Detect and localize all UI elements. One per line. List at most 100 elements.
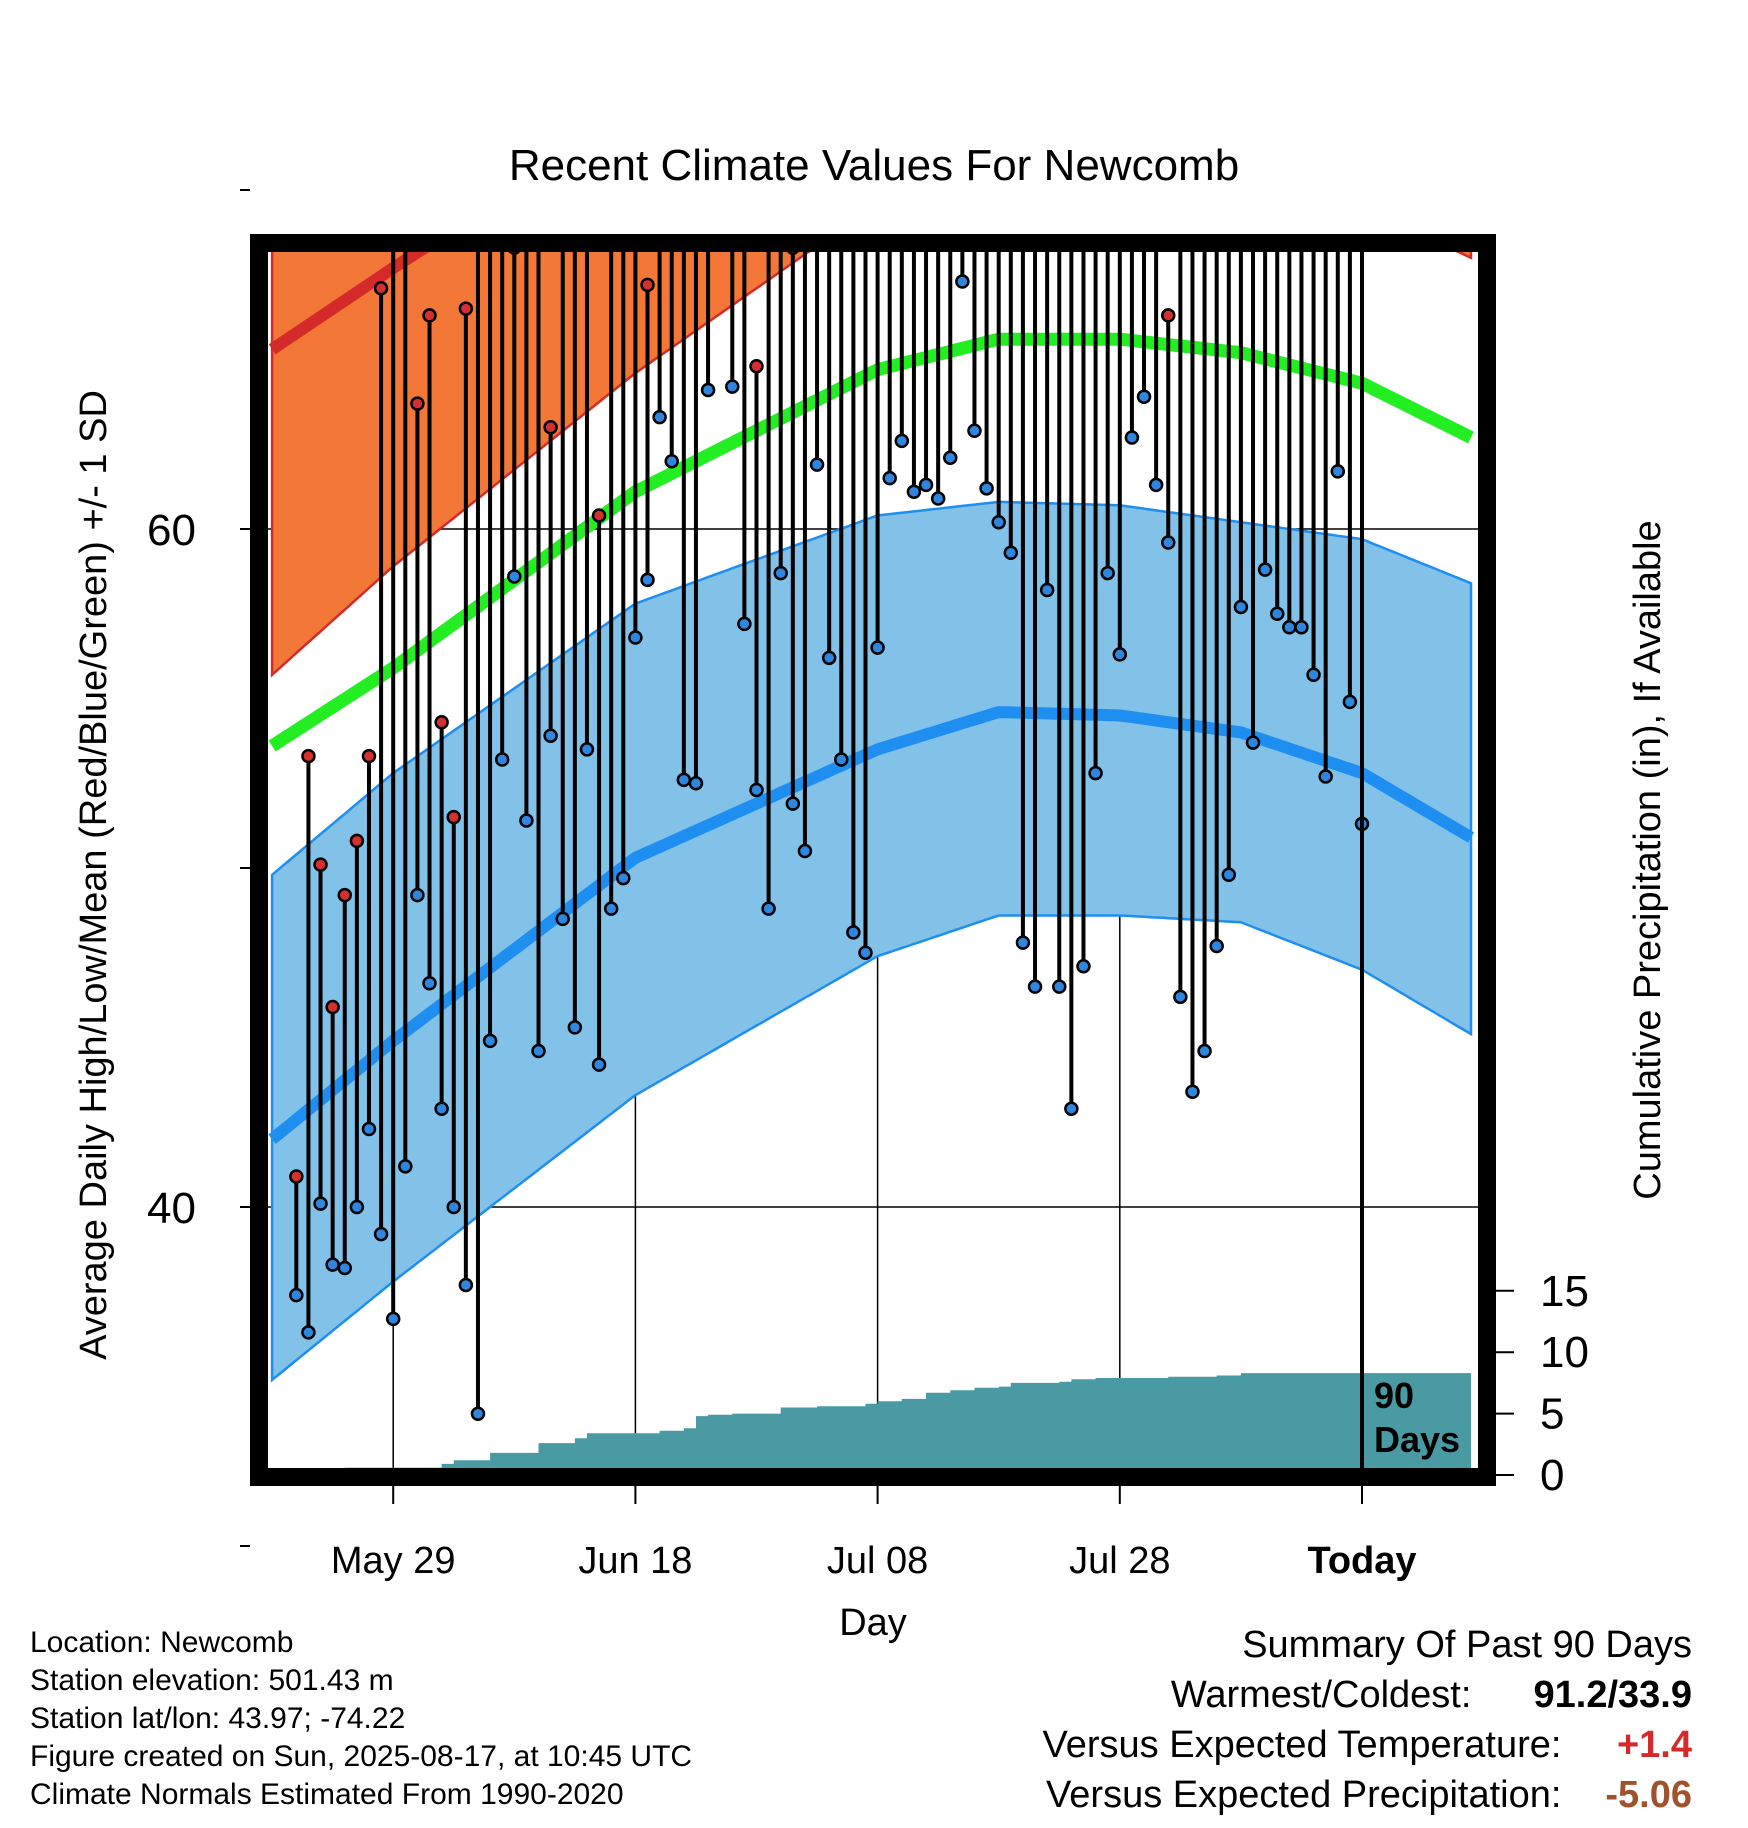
daily-low-point	[1160, 535, 1176, 550]
y-tick-label: 40	[147, 1184, 196, 1233]
daily-high-point	[313, 857, 328, 872]
daily-low-point	[410, 887, 425, 903]
daily-low-point	[385, 1311, 401, 1327]
daily-low-point	[1221, 867, 1237, 883]
daily-low-point	[894, 433, 910, 449]
daily-low-point	[519, 813, 534, 828]
temp-value: +1.4	[1616, 1724, 1692, 1766]
daily-low-point	[846, 925, 861, 940]
daily-low-point	[349, 1199, 365, 1215]
daily-low-point	[967, 423, 982, 438]
daily-low-point	[737, 616, 752, 632]
daily-low-point	[809, 457, 825, 472]
daily-low-point	[543, 728, 558, 744]
daily-high-point	[361, 748, 377, 764]
daily-low-point	[1342, 694, 1358, 710]
x-tick-label: Jul 08	[827, 1540, 928, 1582]
daily-high-point	[301, 748, 316, 764]
daily-high-point	[1029, 82, 1041, 94]
daily-low-point	[458, 1277, 474, 1293]
daily-low-point	[603, 901, 619, 916]
daily-high-point	[581, 72, 593, 84]
daily-low-point	[882, 470, 897, 486]
daily-low-point	[1173, 989, 1188, 1005]
daily-high-point	[289, 1169, 304, 1184]
daily-low-point	[422, 976, 437, 991]
daily-low-point	[470, 1406, 486, 1422]
daily-high-point	[1247, 15, 1259, 27]
daily-low-point	[616, 870, 631, 886]
daily-low-point	[1124, 430, 1140, 445]
y2-tick-label: 5	[1540, 1390, 1564, 1439]
daily-high-point	[458, 301, 474, 316]
today-marker-label-line: 90	[1374, 1375, 1414, 1416]
plot-area: 90 Days	[268, 11, 1478, 1468]
daily-low-point	[289, 1287, 304, 1303]
x-tick-label: May 29	[331, 1540, 456, 1582]
daily-low-point	[688, 776, 704, 791]
daily-high-point	[543, 420, 558, 435]
today-marker-label-line: Days	[1374, 1419, 1460, 1460]
daily-low-point	[858, 945, 873, 960]
daily-high-point	[387, 11, 399, 23]
daily-low-point	[1039, 582, 1055, 598]
daily-low-point	[1052, 979, 1067, 994]
daily-high-point	[337, 887, 353, 903]
daily-low-point	[821, 650, 837, 666]
daily-high-point	[1174, 96, 1186, 108]
daily-high-point	[446, 809, 461, 825]
y2-tick-label: 0	[1540, 1451, 1564, 1500]
warm-cold-value: 91.2/33.9	[1533, 1674, 1692, 1716]
daily-high-point	[520, 42, 532, 54]
temp-row: Versus Expected Temperature: +1.4	[1043, 1720, 1692, 1770]
daily-low-point	[676, 772, 692, 788]
daily-low-point	[797, 843, 813, 859]
daily-high-point	[325, 999, 340, 1015]
elevation-text: Station elevation: 501.43 m	[30, 1664, 394, 1697]
daily-high-point	[1186, 15, 1198, 27]
daily-low-point	[494, 752, 510, 767]
daily-low-point	[1027, 979, 1043, 994]
daily-low-point	[749, 782, 764, 798]
daily-low-point	[1112, 647, 1128, 662]
daily-low-point	[1088, 765, 1103, 781]
daily-low-point	[943, 450, 958, 466]
daily-low-point	[991, 514, 1006, 530]
daily-low-point	[664, 453, 679, 469]
daily-high-point	[629, 72, 641, 84]
daily-low-point	[955, 274, 970, 289]
daily-low-point	[398, 1159, 413, 1174]
summary-heading: Summary Of Past 90 Days	[1242, 1624, 1692, 1666]
daily-low-point	[1294, 620, 1309, 635]
daily-high-point	[1160, 308, 1176, 323]
daily-low-point	[930, 491, 946, 506]
daily-low-point	[700, 382, 716, 398]
daily-low-point	[1148, 477, 1164, 493]
daily-low-point	[313, 1196, 328, 1211]
x-tick-label: Jul 28	[1069, 1540, 1170, 1582]
daily-low-point	[761, 901, 776, 916]
daily-low-point	[434, 1101, 449, 1116]
daily-low-point	[1136, 389, 1152, 405]
temp-label: Versus Expected Temperature:	[1042, 1724, 1562, 1766]
daily-low-point	[579, 742, 595, 757]
daily-low-point	[1306, 667, 1321, 683]
x-tick-label: Jun 18	[578, 1540, 692, 1582]
plot-content	[268, 11, 1478, 1468]
x-tick-label: Today	[1307, 1540, 1416, 1582]
daily-high-point	[410, 396, 425, 411]
y2-tick-label: 10	[1540, 1328, 1589, 1377]
daily-high-point	[1053, 109, 1065, 121]
daily-low-point	[1185, 1084, 1200, 1099]
normals-note-text: Climate Normals Estimated From 1990-2020	[30, 1778, 624, 1811]
daily-low-point	[918, 477, 934, 493]
daily-low-point	[531, 1043, 546, 1059]
daily-low-point	[361, 1121, 377, 1137]
station-info: Location: Newcomb Station elevation: 501…	[30, 1624, 692, 1814]
daily-low-point	[1233, 599, 1249, 615]
y2-axis-label: Cumulative Precipitation (in), If Availa…	[1627, 520, 1669, 1199]
warm-cold-label: Warmest/Coldest:	[1170, 1674, 1472, 1716]
daily-high-point	[533, 45, 545, 57]
daily-high-point	[591, 508, 607, 523]
